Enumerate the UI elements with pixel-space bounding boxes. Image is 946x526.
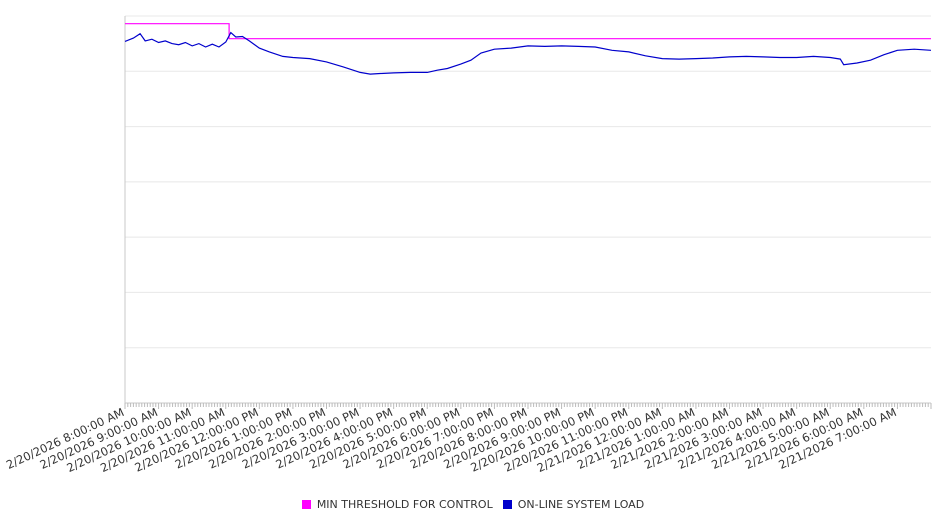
legend-label-threshold: MIN THRESHOLD FOR CONTROL	[316, 498, 493, 511]
legend-item-system-load[interactable]: ON-LINE SYSTEM LOAD	[502, 498, 645, 511]
legend-swatch-system-load	[502, 500, 512, 509]
legend: MIN THRESHOLD FOR CONTROL ON-LINE SYSTEM…	[0, 498, 946, 511]
axes	[124, 16, 932, 409]
legend-swatch-threshold	[301, 500, 311, 509]
grid-lines	[125, 15, 931, 404]
legend-label-system-load: ON-LINE SYSTEM LOAD	[517, 498, 645, 511]
series-lines	[124, 23, 932, 75]
x-tick-labels: 2/20/2026 8:00:00 AM2/20/2026 9:00:00 AM…	[4, 405, 899, 475]
legend-item-threshold[interactable]: MIN THRESHOLD FOR CONTROL	[301, 498, 493, 511]
series-line-min-threshold	[125, 23, 931, 40]
series-line-system-load	[124, 31, 932, 75]
